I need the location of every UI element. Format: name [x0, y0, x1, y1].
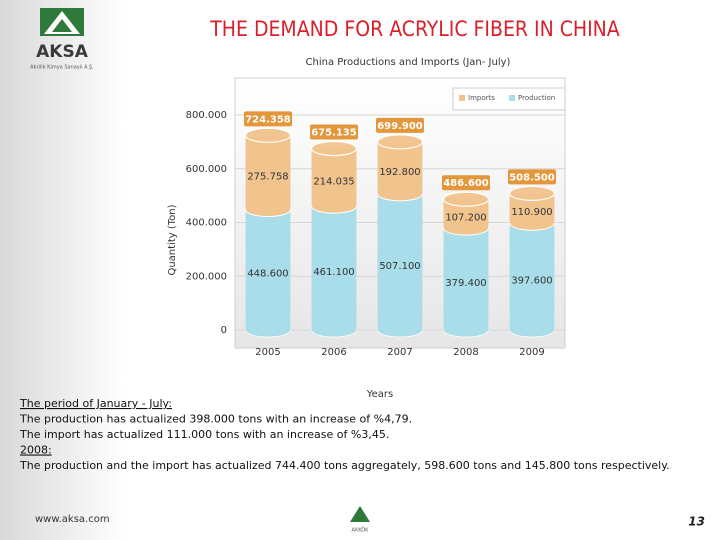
footer-logo-text: AKKÖK [352, 527, 370, 534]
note-line: The import has actualized 111.000 tons w… [19, 428, 389, 441]
cylinder-top [442, 191, 490, 207]
total-label: 486.600 [443, 178, 489, 189]
footer-website: www.aksa.com [35, 514, 110, 525]
data-label: 507.100 [379, 261, 420, 272]
logo-text: AKSA [36, 42, 89, 62]
legend-label: Imports [468, 94, 495, 102]
total-label: 508.500 [509, 172, 555, 183]
y-tick-label: 400.000 [186, 218, 227, 229]
cylinder-top [244, 127, 292, 143]
cylinder-segment [443, 228, 489, 330]
cylinder-segment [377, 141, 423, 194]
total-label-box [442, 175, 490, 191]
data-label: 110.900 [511, 207, 552, 218]
y-tick-label: 200.000 [186, 271, 227, 282]
y-tick-label: 0 [221, 325, 227, 336]
total-label: 675.135 [311, 128, 357, 139]
logo-subtitle: Akrilik Kimya Sanayii A.Ş. [30, 65, 94, 71]
data-label: 461.100 [313, 267, 354, 278]
data-label: 192.800 [379, 167, 420, 178]
logo-triangle-inner [52, 19, 72, 32]
cylinder-segment [245, 135, 291, 210]
cylinder-top [508, 185, 556, 201]
x-tick-label: 2007 [387, 347, 412, 358]
x-tick-label: 2008 [453, 347, 478, 358]
total-label-box [244, 111, 292, 127]
logo: AKSA Akrilik Kimya Sanayii A.Ş. [30, 8, 94, 71]
total-label-box [376, 117, 424, 133]
total-label: 699.900 [377, 121, 423, 132]
data-label: 275.758 [247, 171, 288, 182]
cylinder-top [376, 134, 424, 150]
note-line: The production and the import has actual… [19, 459, 670, 472]
legend-label: Production [518, 94, 555, 102]
data-label: 397.600 [511, 276, 552, 287]
data-label: 214.035 [313, 176, 354, 187]
y-tick-label: 800.000 [186, 110, 227, 121]
footer-logo-icon [350, 506, 370, 522]
total-label: 724.358 [245, 114, 291, 125]
legend-swatch [509, 95, 515, 101]
data-label: 379.400 [445, 278, 486, 289]
legend-swatch [459, 95, 465, 101]
note-line: The production has actualized 398.000 to… [19, 413, 412, 426]
y-axis-label: Quantity (Ton) [167, 204, 178, 275]
x-tick-label: 2006 [321, 347, 346, 358]
x-tick-label: 2009 [519, 347, 544, 358]
note-line: The period of January - July: [19, 397, 172, 410]
data-label: 448.600 [247, 269, 288, 280]
data-label: 107.200 [445, 213, 486, 224]
cylinder-segment [509, 223, 555, 330]
notes: The period of January - July: The product… [19, 397, 670, 472]
x-axis-label: Years [366, 389, 393, 400]
side-strip [0, 0, 125, 540]
total-label-box [310, 124, 358, 140]
page-number: 13 [688, 515, 705, 529]
cylinder-top [310, 140, 358, 157]
cylinder-segment [245, 209, 291, 330]
chart-title: China Productions and Imports (Jan- July… [306, 57, 511, 68]
slide-title: THE DEMAND FOR ACRYLIC FIBER IN CHINA [209, 17, 620, 41]
y-tick-label: 600.000 [186, 164, 227, 175]
cylinder-segment [311, 148, 357, 207]
cylinder-segment [311, 206, 357, 330]
x-tick-label: 2005 [255, 347, 280, 358]
note-line: 2008: [20, 444, 52, 457]
total-label-box [508, 169, 556, 185]
cylinder-segment [377, 193, 423, 330]
